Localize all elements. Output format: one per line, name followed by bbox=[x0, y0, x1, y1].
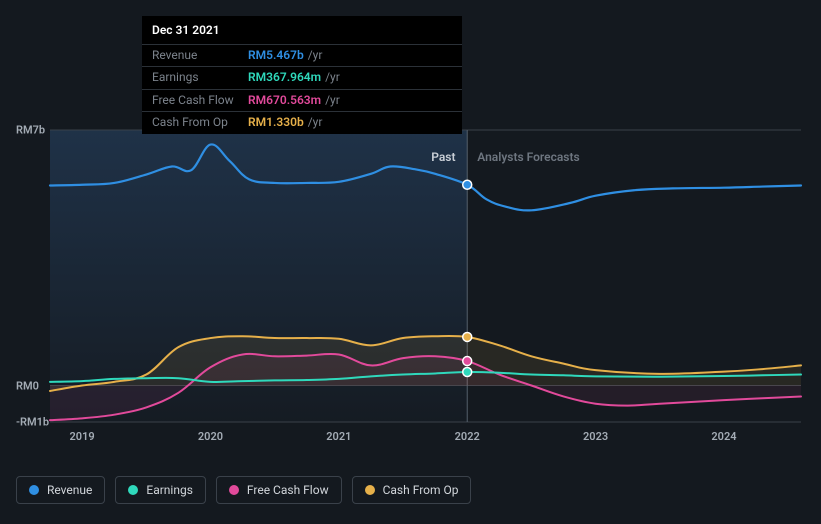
tooltip-date: Dec 31 2021 bbox=[142, 16, 462, 44]
tooltip-unit: /yr bbox=[325, 70, 340, 86]
x-tick-label: 2022 bbox=[455, 430, 480, 443]
tooltip-value: RM670.563m bbox=[248, 93, 321, 109]
circle-icon bbox=[229, 485, 239, 495]
tooltip-unit: /yr bbox=[325, 93, 340, 109]
legend-item-cfo[interactable]: Cash From Op bbox=[352, 476, 472, 504]
legend-item-earnings[interactable]: Earnings bbox=[115, 476, 206, 504]
tooltip-label: Earnings bbox=[152, 70, 248, 86]
x-tick-label: 2023 bbox=[583, 430, 608, 443]
chart-plot-area bbox=[16, 120, 805, 450]
tooltip-label: Free Cash Flow bbox=[152, 93, 248, 109]
tooltip-value: RM1.330b bbox=[248, 115, 304, 131]
tooltip-value: RM5.467b bbox=[248, 48, 304, 64]
legend-item-fcf[interactable]: Free Cash Flow bbox=[216, 476, 342, 504]
legend-label: Revenue bbox=[47, 483, 92, 497]
forecast-label: Analysts Forecasts bbox=[477, 150, 579, 164]
tooltip-row: Cash From Op RM1.330b /yr bbox=[142, 111, 462, 134]
y-tick-label: RM0 bbox=[16, 379, 39, 392]
circle-icon bbox=[128, 485, 138, 495]
hover-tooltip: Dec 31 2021 Revenue RM5.467b /yr Earning… bbox=[142, 16, 462, 134]
past-label: Past bbox=[431, 150, 455, 164]
x-tick-label: 2024 bbox=[711, 430, 736, 443]
x-tick-label: 2020 bbox=[198, 430, 223, 443]
tooltip-row: Free Cash Flow RM670.563m /yr bbox=[142, 89, 462, 112]
y-tick-label: RM7b bbox=[16, 124, 45, 137]
financials-chart[interactable]: Past Analysts Forecasts RM7b RM0 -RM1b 201… bbox=[16, 120, 805, 450]
tooltip-value: RM367.964m bbox=[248, 70, 321, 86]
tooltip-label: Cash From Op bbox=[152, 115, 248, 131]
circle-icon bbox=[365, 485, 375, 495]
x-tick-label: 2021 bbox=[326, 430, 351, 443]
tooltip-label: Revenue bbox=[152, 48, 248, 64]
x-tick-label: 2019 bbox=[70, 430, 95, 443]
tooltip-unit: /yr bbox=[308, 115, 323, 131]
legend-label: Earnings bbox=[146, 483, 193, 497]
tooltip-unit: /yr bbox=[308, 48, 323, 64]
y-tick-label: -RM1b bbox=[16, 416, 49, 429]
legend-item-revenue[interactable]: Revenue bbox=[16, 476, 105, 504]
chart-legend: Revenue Earnings Free Cash Flow Cash Fro… bbox=[16, 476, 471, 504]
legend-label: Cash From Op bbox=[383, 483, 459, 497]
tooltip-row: Earnings RM367.964m /yr bbox=[142, 66, 462, 89]
legend-label: Free Cash Flow bbox=[247, 483, 329, 497]
tooltip-row: Revenue RM5.467b /yr bbox=[142, 44, 462, 67]
circle-icon bbox=[29, 485, 39, 495]
